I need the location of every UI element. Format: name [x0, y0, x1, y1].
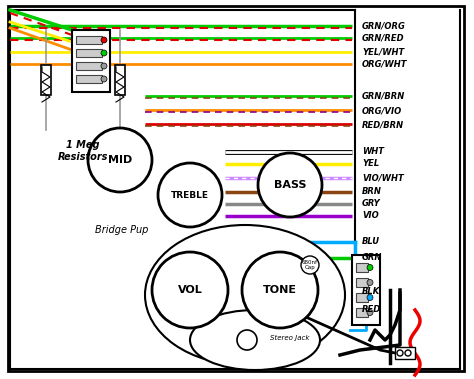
Bar [76, 36, 102, 44]
Text: VIO: VIO [362, 211, 379, 221]
Text: YEL/WHT: YEL/WHT [362, 47, 404, 56]
Bar [72, 30, 110, 92]
Bar [76, 49, 102, 57]
Bar [356, 278, 368, 287]
Circle shape [405, 350, 411, 356]
Circle shape [258, 153, 322, 217]
Text: Stereo Jack: Stereo Jack [270, 335, 310, 341]
Circle shape [237, 330, 257, 350]
Text: 1 Meg
Resistors: 1 Meg Resistors [58, 140, 108, 161]
Circle shape [367, 310, 373, 315]
Circle shape [242, 252, 318, 328]
Text: BLU: BLU [362, 238, 380, 246]
Text: BLK: BLK [362, 288, 380, 296]
Circle shape [367, 294, 373, 301]
Circle shape [101, 76, 107, 82]
Text: VIO/WHT: VIO/WHT [362, 174, 404, 183]
Text: Bridge Pup: Bridge Pup [95, 225, 148, 235]
Bar [115, 65, 125, 95]
Text: RED/BRN: RED/BRN [362, 121, 404, 130]
Circle shape [152, 252, 228, 328]
Ellipse shape [145, 225, 345, 365]
Text: VOL: VOL [178, 285, 202, 295]
Text: WHT: WHT [362, 147, 384, 157]
Circle shape [301, 256, 319, 274]
Text: BRN: BRN [362, 188, 382, 196]
Text: 680nf
Cap: 680nf Cap [302, 260, 318, 270]
Text: GRN: GRN [362, 254, 383, 263]
Text: GRN/ORG: GRN/ORG [362, 22, 406, 30]
Text: RED: RED [362, 305, 381, 315]
Text: ORG/VIO: ORG/VIO [362, 106, 402, 116]
Circle shape [367, 265, 373, 271]
Bar [76, 75, 102, 83]
Text: ORG/WHT: ORG/WHT [362, 60, 408, 69]
Bar [395, 347, 415, 359]
Text: BASS: BASS [274, 180, 306, 190]
Text: GRN/BRN: GRN/BRN [362, 91, 405, 100]
Circle shape [158, 163, 222, 227]
Text: GRY: GRY [362, 199, 381, 208]
Ellipse shape [190, 310, 320, 370]
Bar [356, 308, 368, 317]
Circle shape [367, 279, 373, 285]
Circle shape [101, 50, 107, 56]
Bar [352, 255, 380, 325]
Circle shape [101, 63, 107, 69]
Circle shape [88, 128, 152, 192]
Text: MID: MID [108, 155, 132, 165]
Text: YEL: YEL [362, 160, 379, 169]
Bar [41, 65, 51, 95]
Bar [356, 263, 368, 272]
Bar [356, 293, 368, 302]
Text: TREBLE: TREBLE [171, 191, 209, 199]
Circle shape [101, 37, 107, 43]
Bar [76, 62, 102, 70]
Text: TONE: TONE [263, 285, 297, 295]
Circle shape [397, 350, 403, 356]
Text: GRN/RED: GRN/RED [362, 33, 405, 42]
